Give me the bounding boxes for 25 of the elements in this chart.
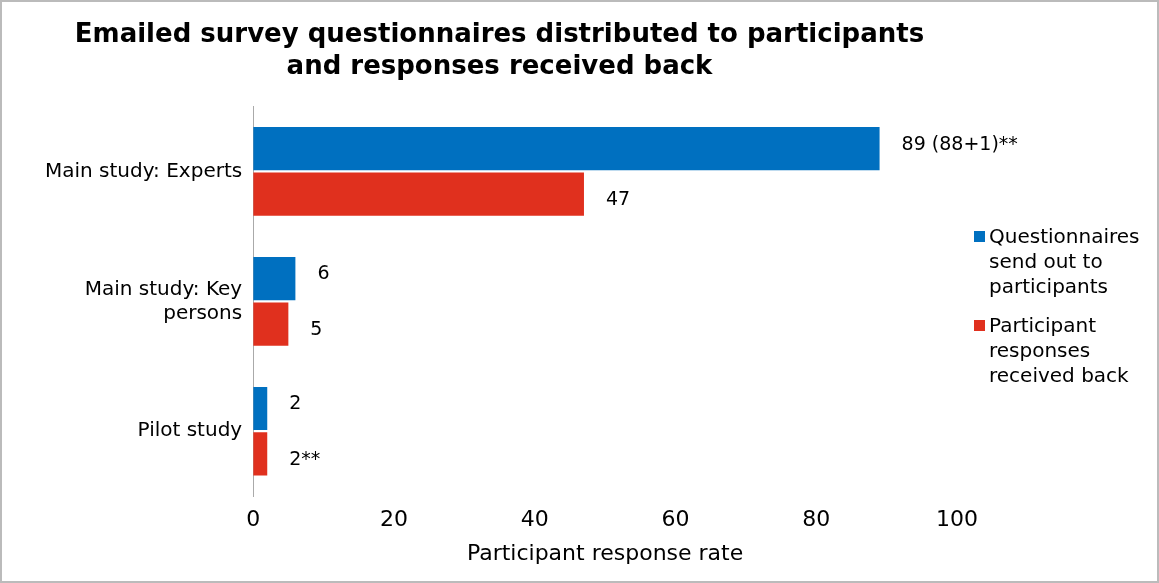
x-tick-label: 60 (661, 506, 690, 532)
x-tick-label: 80 (802, 506, 831, 532)
data-label: 6 (317, 261, 330, 284)
x-tick-label: 0 (246, 506, 261, 532)
data-label: 47 (605, 187, 631, 210)
legend-label: Participant responses received back (989, 313, 1130, 388)
y-tick-label: Main study: Key persons (84, 275, 243, 324)
x-axis-title: Participant response rate (466, 539, 744, 565)
bar (253, 386, 268, 431)
bar (253, 256, 296, 301)
bar (253, 302, 289, 346)
y-tick-label: Main study: Experts (45, 157, 243, 182)
chart-title: Emailed survey questionnaires distributed to participants and responses received back (74, 18, 925, 80)
bar (253, 172, 584, 216)
bar (253, 432, 268, 476)
data-label: 2 (289, 391, 302, 414)
bar (253, 127, 880, 171)
data-label: 89 (88+1)** (901, 131, 1018, 154)
x-tick-label: 100 (936, 506, 978, 532)
data-label: 2** (289, 446, 321, 469)
legend-label: Questionnaires send out to participants (989, 224, 1141, 299)
x-tick-label: 20 (379, 506, 408, 532)
y-tick-label: Pilot study (137, 417, 243, 442)
data-label: 5 (310, 316, 323, 339)
x-tick-label: 40 (520, 506, 549, 532)
